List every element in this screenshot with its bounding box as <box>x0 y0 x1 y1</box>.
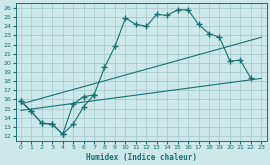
X-axis label: Humidex (Indice chaleur): Humidex (Indice chaleur) <box>86 152 197 162</box>
